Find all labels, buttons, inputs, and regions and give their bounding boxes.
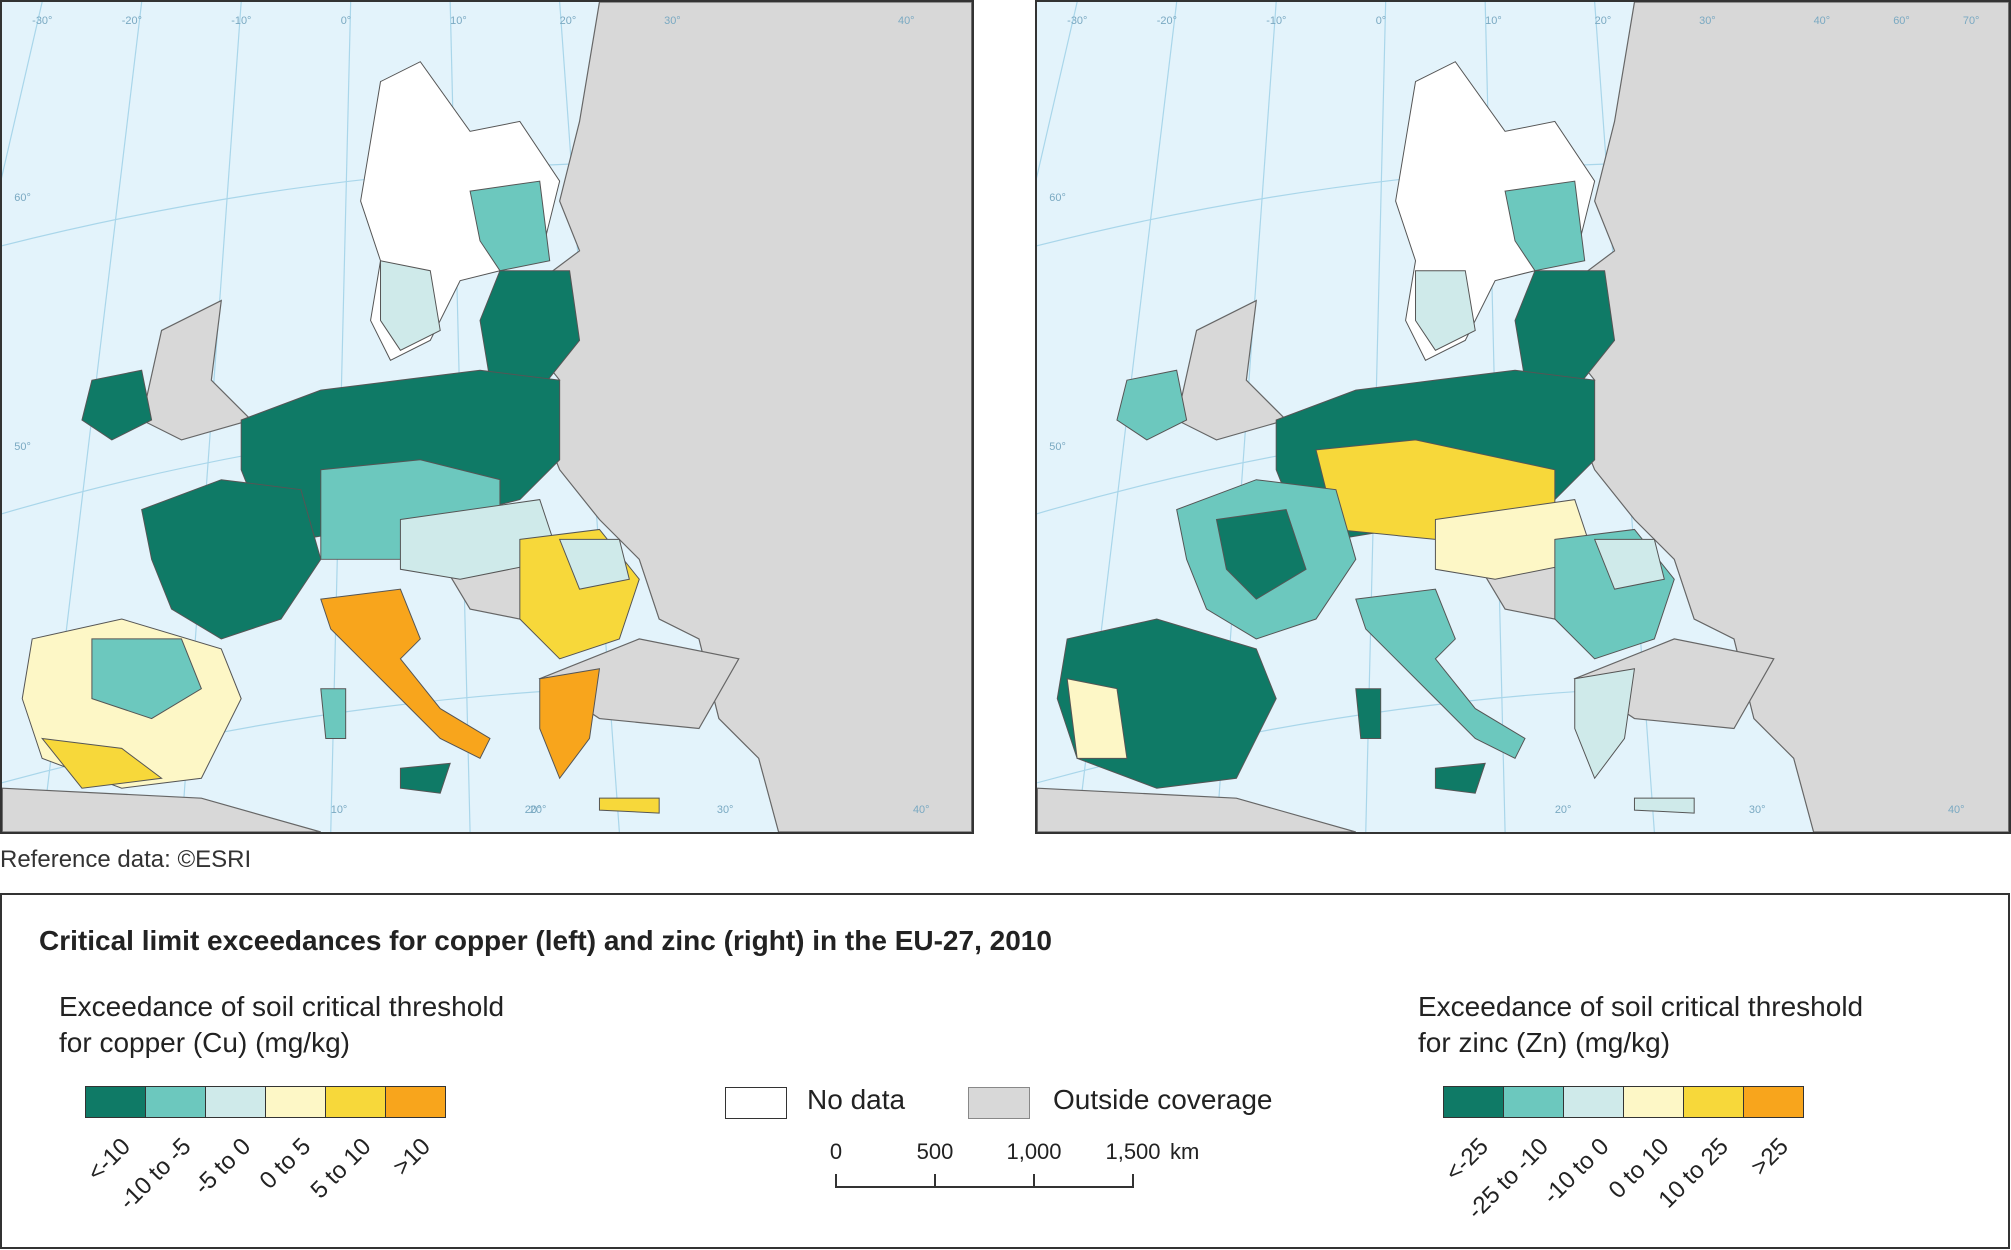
svg-text:30°: 30° [1699, 15, 1716, 27]
svg-text:-10°: -10° [231, 15, 251, 27]
graticule-labels: -30° -20° -10° 0° 10° 20° 30° 40° 60° 50… [14, 15, 929, 816]
graticule-labels: -30° -20° -10° 0° 10° 20° 30° 40° 60° 50… [1049, 15, 1979, 816]
outside-coverage-swatch [968, 1087, 1030, 1119]
zinc-swatch-6 [1743, 1086, 1804, 1118]
copper-class-label: >10 [388, 1133, 437, 1181]
scale-tick [1033, 1174, 1035, 1188]
legend: Critical limit exceedances for copper (l… [0, 893, 2010, 1249]
svg-text:20°: 20° [1595, 15, 1612, 27]
zinc-swatch-1 [1443, 1086, 1504, 1118]
copper-swatch-6 [385, 1086, 446, 1118]
svg-text:-20°: -20° [122, 15, 142, 27]
zinc-swatch-5 [1683, 1086, 1744, 1118]
svg-text:60°: 60° [14, 192, 31, 204]
svg-text:20°: 20° [525, 804, 542, 816]
copper-class-label: 5 to 10 [305, 1133, 377, 1204]
copper-map: -30° -20° -10° 0° 10° 20° 30° 40° 60° 50… [0, 0, 974, 834]
svg-text:-30°: -30° [32, 15, 52, 27]
no-data-label: No data [807, 1084, 906, 1115]
copper-class-label: <-10 [82, 1133, 137, 1187]
copper-swatches [85, 1086, 446, 1118]
zinc-map: -30° -20° -10° 0° 10° 20° 30° 40° 60° 50… [1035, 0, 2011, 834]
svg-text:0°: 0° [341, 15, 351, 27]
copper-class-label: -5 to 0 [188, 1133, 257, 1201]
reference-data-credit: Reference data: ©ESRI [0, 846, 252, 873]
scale-label: 1,500 [1105, 1139, 1161, 1164]
zinc-regions [1056, 61, 1695, 814]
svg-text:30°: 30° [1749, 804, 1766, 816]
svg-text:30°: 30° [664, 15, 681, 27]
scale-tick [1132, 1174, 1134, 1188]
svg-text:50°: 50° [1049, 441, 1066, 453]
svg-text:40°: 40° [1814, 15, 1831, 27]
svg-text:60°: 60° [1893, 15, 1910, 27]
svg-text:-20°: -20° [1157, 15, 1177, 27]
scale-bar [836, 1186, 1134, 1188]
scale-unit: km [1170, 1139, 1200, 1164]
scale-label: 1,000 [1006, 1139, 1062, 1164]
svg-text:10°: 10° [450, 15, 467, 27]
scale-tick [835, 1174, 837, 1188]
copper-map-svg: -30° -20° -10° 0° 10° 20° 30° 40° 60° 50… [2, 2, 972, 832]
svg-text:-10°: -10° [1266, 15, 1286, 27]
svg-text:50°: 50° [14, 441, 31, 453]
scale-tick [934, 1174, 936, 1188]
svg-text:20°: 20° [1555, 804, 1572, 816]
svg-text:0°: 0° [1376, 15, 1386, 27]
no-data-swatch [725, 1087, 787, 1119]
scale-label: 0 [829, 1139, 843, 1164]
zinc-class-label: -10 to 0 [1537, 1133, 1615, 1210]
zinc-swatch-3 [1563, 1086, 1624, 1118]
scale-label: 500 [916, 1139, 954, 1164]
svg-text:20°: 20° [560, 15, 577, 27]
copper-swatch-5 [325, 1086, 386, 1118]
zinc-swatch-4 [1623, 1086, 1684, 1118]
copper-swatch-3 [205, 1086, 266, 1118]
svg-text:40°: 40° [898, 15, 915, 27]
copper-swatch-1 [85, 1086, 146, 1118]
svg-text:70°: 70° [1963, 15, 1980, 27]
zinc-class-label: >25 [1746, 1133, 1795, 1181]
outside-coverage-label: Outside coverage [1053, 1084, 1273, 1115]
svg-text:-30°: -30° [1067, 15, 1087, 27]
svg-text:40°: 40° [913, 804, 930, 816]
copper-swatch-4 [265, 1086, 326, 1118]
zinc-legend-heading: Exceedance of soil critical threshold fo… [1418, 991, 1864, 1058]
svg-text:60°: 60° [1049, 192, 1066, 204]
svg-text:10°: 10° [1485, 15, 1502, 27]
svg-text:30°: 30° [717, 804, 734, 816]
copper-regions [21, 61, 660, 814]
zinc-map-svg: -30° -20° -10° 0° 10° 20° 30° 40° 60° 50… [1037, 2, 2009, 832]
legend-title: Critical limit exceedances for copper (l… [39, 925, 1052, 956]
copper-swatch-2 [145, 1086, 206, 1118]
zinc-swatch-2 [1503, 1086, 1564, 1118]
svg-text:20°: 20° [530, 804, 547, 816]
zinc-swatches [1443, 1086, 1804, 1118]
svg-text:40°: 40° [1948, 804, 1965, 816]
copper-legend-heading: Exceedance of soil critical threshold fo… [59, 991, 505, 1058]
svg-text:10°: 10° [331, 804, 348, 816]
